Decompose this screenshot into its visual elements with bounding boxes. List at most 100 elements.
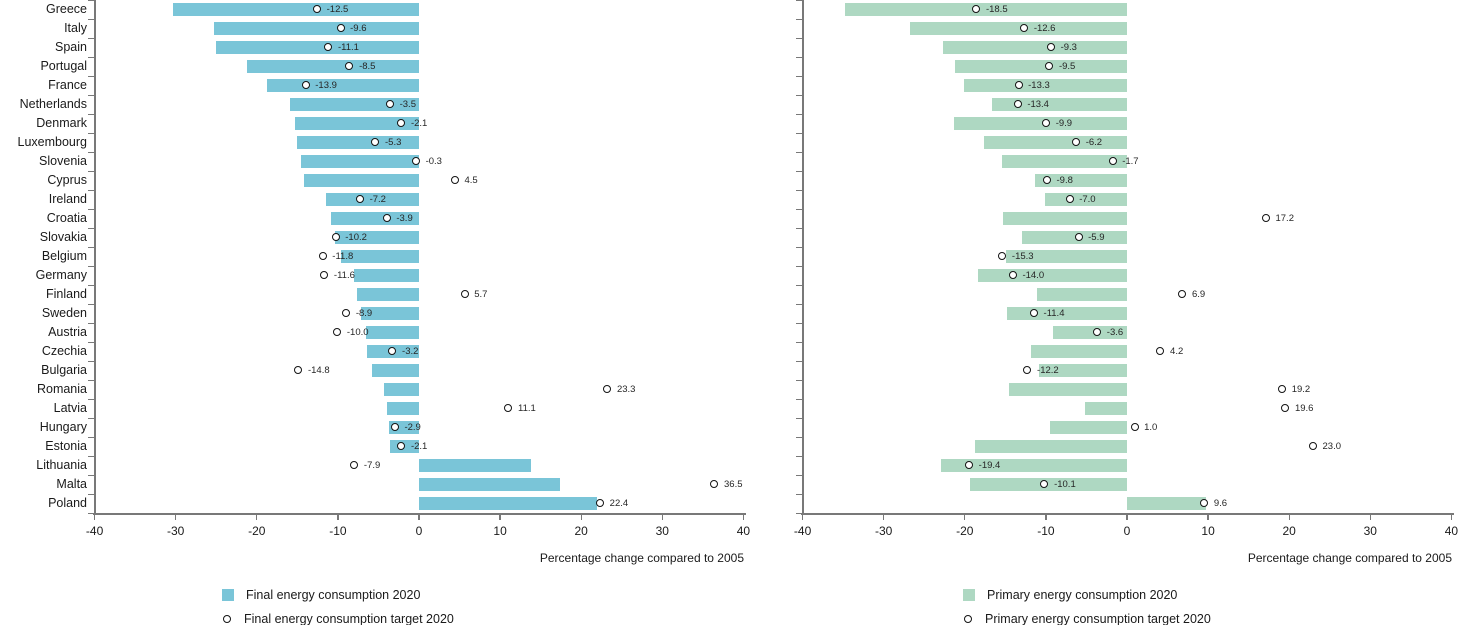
bar	[384, 383, 419, 396]
bar	[419, 497, 597, 510]
category-label: Poland	[48, 496, 87, 510]
target-value-label: 19.6	[1294, 403, 1314, 414]
x-tick-label: -20	[248, 524, 266, 538]
legend-label: Primary energy consumption 2020	[987, 588, 1178, 602]
legend-row: Primary energy consumption 2020	[963, 583, 1211, 607]
target-value-label: -7.0	[1079, 194, 1096, 205]
bar	[954, 117, 1127, 130]
y-axis-tick	[88, 513, 94, 515]
category-label: Slovenia	[39, 154, 87, 168]
y-axis-tick	[88, 361, 94, 363]
target-marker	[1278, 384, 1287, 393]
y-axis-tick	[796, 114, 802, 116]
primary-energy-legend: Primary energy consumption 2020 Primary …	[963, 583, 1211, 625]
x-axis-tick	[418, 515, 420, 520]
bar	[844, 3, 1127, 16]
category-label: Latvia	[53, 401, 87, 415]
target-marker	[324, 42, 333, 51]
target-value-label: -18.5	[985, 4, 1008, 15]
bar	[247, 60, 419, 73]
y-axis-tick	[796, 152, 802, 154]
target-marker	[1042, 118, 1051, 127]
category-label: Romania	[36, 382, 87, 396]
y-axis-tick	[88, 380, 94, 382]
target-marker	[1020, 23, 1029, 32]
x-tick-label: 30	[1363, 524, 1377, 538]
bar	[213, 22, 419, 35]
x-axis-tick	[337, 515, 339, 520]
bar	[910, 22, 1127, 35]
target-value-label: -11.4	[1043, 308, 1065, 319]
x-axis-tick	[742, 515, 745, 520]
bar	[354, 269, 419, 282]
bar	[419, 459, 531, 472]
target-marker-icon	[223, 615, 231, 623]
y-axis-tick	[796, 304, 802, 306]
bar	[331, 212, 419, 225]
y-axis-tick	[796, 285, 802, 287]
bar	[1006, 250, 1127, 263]
x-tick-label: 10	[1201, 524, 1215, 538]
bar	[360, 307, 419, 320]
target-value-label: -8.5	[359, 61, 376, 72]
y-axis-tick	[88, 0, 94, 2]
x-axis-tick	[93, 515, 96, 520]
category-label: Spain	[55, 40, 87, 54]
x-axis-title: Percentage change compared to 2005	[1247, 551, 1452, 565]
x-tick-label: -30	[167, 524, 185, 538]
target-marker	[1023, 365, 1032, 374]
target-marker	[1156, 346, 1165, 355]
primary-energy-plot-area: -40 -30 -20 -10 0 10 20 30 40 -18.5 -12.6 -9.3 -9.5-…	[794, 0, 1458, 538]
x-tick-label: -40	[85, 524, 104, 538]
y-axis-tick	[88, 323, 94, 325]
target-marker	[1042, 175, 1051, 184]
y-axis-tick	[88, 152, 94, 154]
y-axis-tick	[796, 361, 802, 363]
x-axis-tick	[499, 515, 501, 520]
y-axis-tick	[88, 76, 94, 78]
target-value-label: -0.3	[425, 156, 442, 167]
bar	[419, 478, 561, 491]
target-marker	[333, 327, 342, 336]
y-axis-tick	[796, 437, 802, 439]
category-label: Belgium	[41, 249, 87, 263]
target-marker	[1072, 137, 1081, 146]
target-marker	[1261, 213, 1270, 222]
target-value-label: 22.4	[609, 498, 629, 509]
target-marker	[390, 422, 399, 431]
x-axis-line	[93, 513, 746, 515]
y-axis-tick	[88, 190, 94, 192]
y-axis-line	[802, 0, 804, 514]
x-tick-label: -40	[793, 524, 812, 538]
bar	[1045, 193, 1127, 206]
bar	[1002, 212, 1127, 225]
bar	[984, 136, 1127, 149]
target-marker	[1093, 327, 1102, 336]
y-axis-tick	[796, 418, 802, 420]
category-label: Ireland	[48, 192, 87, 206]
bar	[297, 136, 419, 149]
y-axis-tick	[88, 475, 94, 477]
y-axis-tick	[88, 247, 94, 249]
x-axis-tick	[580, 515, 582, 520]
target-marker	[1178, 289, 1187, 298]
target-value-label: -12.2	[1037, 365, 1059, 376]
target-value-label: -9.9	[1055, 118, 1073, 129]
legend-label: Final energy consumption target 2020	[244, 612, 454, 625]
y-axis-tick	[796, 171, 802, 173]
bar	[386, 402, 419, 415]
legend-label: Final energy consumption 2020	[246, 588, 421, 602]
target-value-label: -2.1	[410, 118, 428, 129]
target-marker	[1046, 42, 1055, 51]
y-axis-tick	[796, 247, 802, 249]
bar	[1038, 364, 1127, 377]
target-marker	[342, 308, 351, 317]
bar	[1053, 326, 1127, 339]
y-axis-tick	[796, 323, 802, 325]
y-axis-tick	[88, 38, 94, 40]
bar	[974, 440, 1127, 453]
y-axis-tick	[88, 114, 94, 116]
target-marker	[386, 99, 394, 108]
target-marker	[388, 346, 397, 355]
target-marker	[320, 270, 329, 279]
